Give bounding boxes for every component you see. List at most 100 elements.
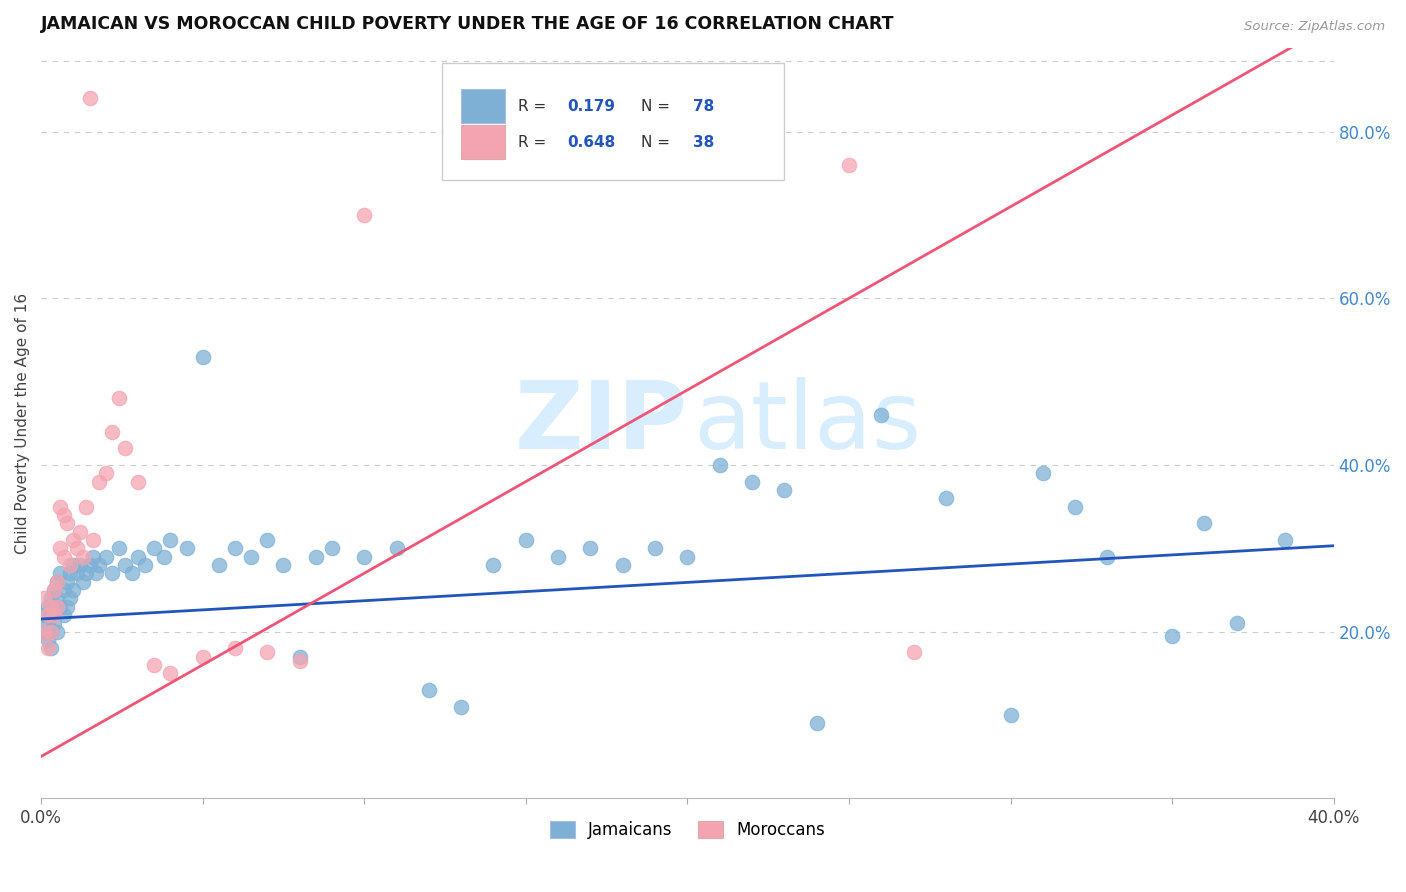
Point [62,533,84,547]
Point [127,549,149,564]
Legend: Jamaicans, Moroccans: Jamaicans, Moroccans [543,814,831,846]
Point [59,591,82,606]
Point [62,582,84,597]
Point [1032,467,1054,481]
Point [191,649,214,664]
Point [153,549,176,564]
Point [79,91,101,105]
FancyBboxPatch shape [441,63,785,179]
Point [42,607,65,622]
Point [547,549,569,564]
Point [59,558,82,572]
Point [39,624,62,639]
Text: 78: 78 [693,99,714,113]
Text: 0.179: 0.179 [567,99,616,113]
Point [1226,616,1249,631]
Point [34,624,56,639]
Point [288,654,311,668]
Point [39,624,62,639]
Point [191,350,214,364]
Text: N =: N = [641,99,675,113]
Point [709,458,731,472]
Point [82,533,104,547]
Point [49,541,72,556]
Point [42,582,65,597]
Point [39,607,62,622]
Point [450,699,472,714]
Point [143,657,166,672]
Point [240,549,263,564]
Point [644,541,666,556]
Text: R =: R = [517,135,551,150]
Point [46,574,69,589]
Point [46,591,69,606]
Point [101,425,124,439]
Point [107,392,129,406]
Point [305,549,328,564]
Point [39,641,62,656]
Point [39,599,62,614]
Point [37,599,59,614]
Point [34,624,56,639]
Point [52,508,75,522]
Point [42,599,65,614]
Point [52,549,75,564]
Point [579,541,602,556]
Point [34,607,56,622]
Text: atlas: atlas [693,377,922,469]
Point [1064,500,1087,514]
Point [353,549,375,564]
Point [208,558,231,572]
Point [288,649,311,664]
Point [107,541,129,556]
Point [89,475,111,489]
Point [84,566,107,581]
Point [52,582,75,597]
Point [1274,533,1296,547]
Point [94,467,117,481]
Point [903,645,925,659]
Point [773,483,796,497]
Point [72,549,94,564]
Point [482,558,505,572]
Point [39,591,62,606]
FancyBboxPatch shape [461,125,505,160]
Point [42,616,65,631]
Point [1161,629,1184,643]
Point [37,616,59,631]
Point [838,158,860,172]
Point [353,208,375,222]
Point [256,533,278,547]
Point [134,558,156,572]
Point [101,566,124,581]
Text: ZIP: ZIP [515,377,688,469]
Point [69,558,91,572]
Point [256,645,278,659]
Point [159,533,181,547]
Point [59,566,82,581]
Point [46,599,69,614]
Point [273,558,295,572]
Point [37,641,59,656]
Point [66,566,89,581]
Point [37,607,59,622]
Point [46,574,69,589]
Point [143,541,166,556]
Point [121,566,143,581]
Text: N =: N = [641,135,675,150]
Point [52,607,75,622]
Point [385,541,408,556]
Point [612,558,634,572]
Point [676,549,699,564]
Point [56,574,79,589]
Text: Source: ZipAtlas.com: Source: ZipAtlas.com [1244,20,1385,33]
Point [870,408,893,422]
Point [37,632,59,647]
Point [75,500,97,514]
Point [1097,549,1119,564]
FancyBboxPatch shape [461,89,505,123]
Point [69,524,91,539]
Point [56,516,79,531]
Point [114,442,136,456]
Point [1000,707,1022,722]
